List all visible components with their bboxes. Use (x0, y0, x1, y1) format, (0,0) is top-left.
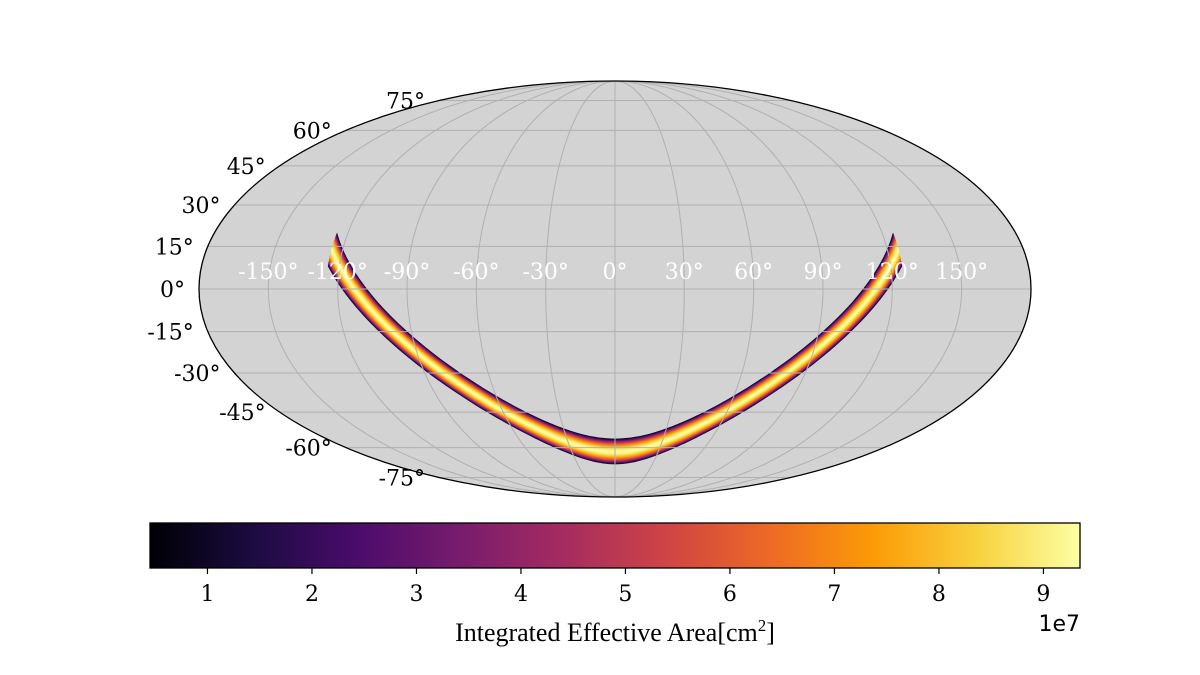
longitude-labels: -150° -120° -90° -60° -30° 0° 30° 60° 90° 120° 150… (238, 260, 988, 285)
latitude-labels: 75° 60° 45°30° 15° 0° -15° -30° -45° -60° -75° (147, 90, 425, 492)
colorbar-tick-label: 1 (201, 582, 215, 607)
longitude-tick-label: 90° (804, 260, 843, 285)
colorbar-label: Integrated Effective Area[cm2] (455, 616, 775, 647)
latitude-tick-label: -30° (174, 362, 220, 387)
colorbar-ticks: 1 2 3 4 5 6 7 8 9 (201, 568, 1050, 607)
latitude-tick-label: -60° (285, 437, 331, 462)
longitude-tick-label: -90° (384, 260, 430, 285)
colorbar-tick-label: 9 (1036, 582, 1050, 607)
longitude-tick-label: 30° (665, 260, 704, 285)
map-outline (198, 80, 1032, 498)
colorbar-label-text: Integrated Effective Area (455, 618, 718, 647)
colorbar-tick-label: 7 (827, 582, 841, 607)
latitude-tick-label: -15° (147, 321, 193, 346)
longitude-tick-label: 120° (866, 260, 919, 285)
colorbar-tick-label: 5 (618, 582, 632, 607)
latitude-tick-label: 75° (386, 90, 425, 115)
colorbar-label-unit-power: 2 (758, 616, 767, 635)
graticule (199, 81, 1031, 497)
latitude-tick-label: 60° (293, 119, 332, 144)
colorbar-tick-label: 2 (305, 582, 319, 607)
longitude-tick-label: 0° (603, 260, 628, 285)
latitude-tick-label: -45° (219, 401, 265, 426)
longitude-tick-label: -150° (238, 260, 298, 285)
longitude-tick-label: 60° (734, 260, 773, 285)
longitude-tick-label: -120° (307, 260, 367, 285)
latitude-tick-label: 15° (155, 235, 194, 260)
longitude-tick-label: -60° (453, 260, 499, 285)
colorbar-tick-label: 4 (514, 582, 528, 607)
longitude-tick-label: -30° (522, 260, 568, 285)
colorbar (149, 522, 1081, 569)
colorbar-label-unit: cm (726, 618, 758, 647)
latitude-tick-label: 45° (227, 155, 266, 180)
latitude-tick-label: 30° (182, 194, 221, 219)
latitude-tick-label: 0° (160, 278, 185, 303)
colorbar-tick-label: 8 (932, 582, 946, 607)
latitude-tick-label: -75° (379, 467, 425, 492)
colorbar-tick-label: 3 (410, 582, 424, 607)
longitude-tick-label: 150° (935, 260, 988, 285)
colorbar-tick-label: 6 (723, 582, 737, 607)
colorbar-scale-label: 1e7 (1038, 612, 1080, 637)
